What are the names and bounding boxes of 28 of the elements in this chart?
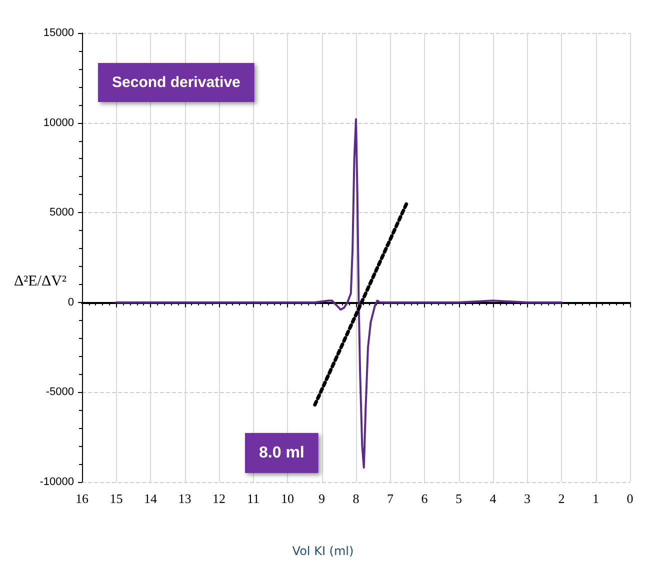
- annotation: 8.0 ml: [259, 444, 304, 462]
- x-tick-label: 15: [110, 491, 123, 506]
- y-tick-label: 5000: [50, 206, 74, 219]
- y-tick-label: 15000: [43, 27, 74, 39]
- x-tick-label: 9: [318, 491, 325, 506]
- x-tick-label: 3: [524, 491, 530, 506]
- x-tick-label: 12: [212, 491, 226, 506]
- x-tick-label: 2: [558, 491, 565, 506]
- x-tick-label: 6: [421, 491, 428, 506]
- text: Vol KI (ml): [292, 544, 354, 558]
- x-tick-label: 4: [490, 491, 497, 506]
- annotation: Second derivative: [112, 74, 240, 91]
- y-axis-title: Δ²E/ΔV²: [14, 274, 67, 290]
- x-tick-label: 13: [178, 491, 192, 506]
- y-tick-label: -5000: [46, 386, 74, 398]
- x-tick-label: 11: [246, 491, 260, 506]
- x-tick-label: 1: [592, 491, 599, 506]
- x-tick-label: 16: [76, 491, 89, 506]
- y-tick-label: -10000: [40, 476, 74, 488]
- x-tick-label: 10: [281, 491, 294, 506]
- x-tick-label: 0: [626, 491, 634, 506]
- x-tick-label: 7: [387, 491, 394, 506]
- x-tick-label: 14: [144, 491, 158, 506]
- line-series: [115, 118, 562, 469]
- y-tick-label: 10000: [43, 116, 74, 129]
- y-tick-label: 0: [68, 296, 74, 308]
- x-tick-label: 8: [352, 491, 360, 506]
- x-tick-label: 5: [456, 491, 462, 506]
